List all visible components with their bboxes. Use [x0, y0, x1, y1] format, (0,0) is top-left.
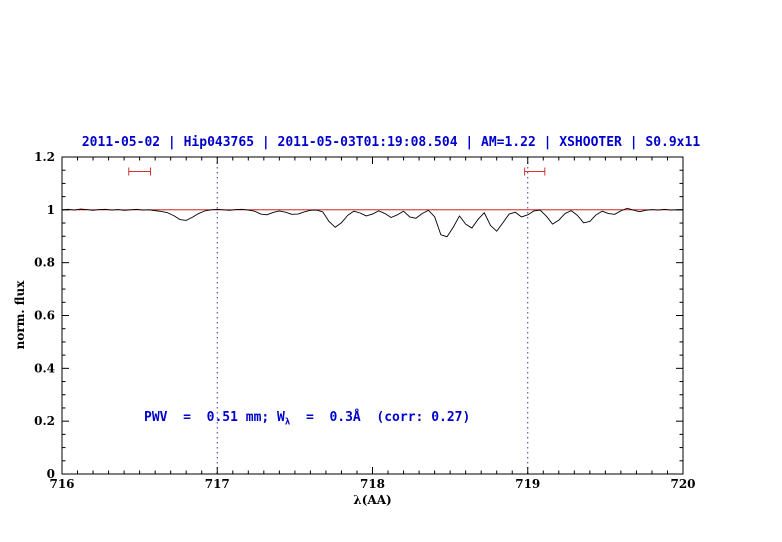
- pwv-annotation-text-1: PWV = 0.51 mm; W: [144, 410, 285, 425]
- pwv-annotation-lambda-sub: λ: [284, 417, 291, 428]
- svg-text:0: 0: [47, 467, 55, 481]
- pwv-annotation-text-2: = 0.3Å (corr: 0.27): [290, 410, 471, 425]
- plot-title: 2011-05-02 | Hip043765 | 2011-05-03T01:1…: [81, 135, 701, 150]
- svg-text:718: 718: [360, 477, 385, 491]
- svg-text:0.2: 0.2: [34, 414, 55, 428]
- svg-text:0.8: 0.8: [34, 256, 55, 270]
- svg-text:0.4: 0.4: [34, 361, 55, 375]
- svg-text:719: 719: [515, 477, 540, 491]
- svg-text:717: 717: [205, 477, 230, 491]
- y-axis-label: norm. flux: [13, 280, 27, 350]
- x-axis-label: λ(AA): [353, 493, 392, 507]
- svg-text:1: 1: [47, 203, 55, 217]
- svg-text:720: 720: [670, 477, 695, 491]
- svg-text:716: 716: [49, 477, 74, 491]
- svg-text:0.6: 0.6: [34, 309, 55, 323]
- svg-text:1.2: 1.2: [34, 150, 55, 164]
- pwv-annotation: PWV = 0.51 mm; Wλ = 0.3Å (corr: 0.27): [144, 410, 470, 428]
